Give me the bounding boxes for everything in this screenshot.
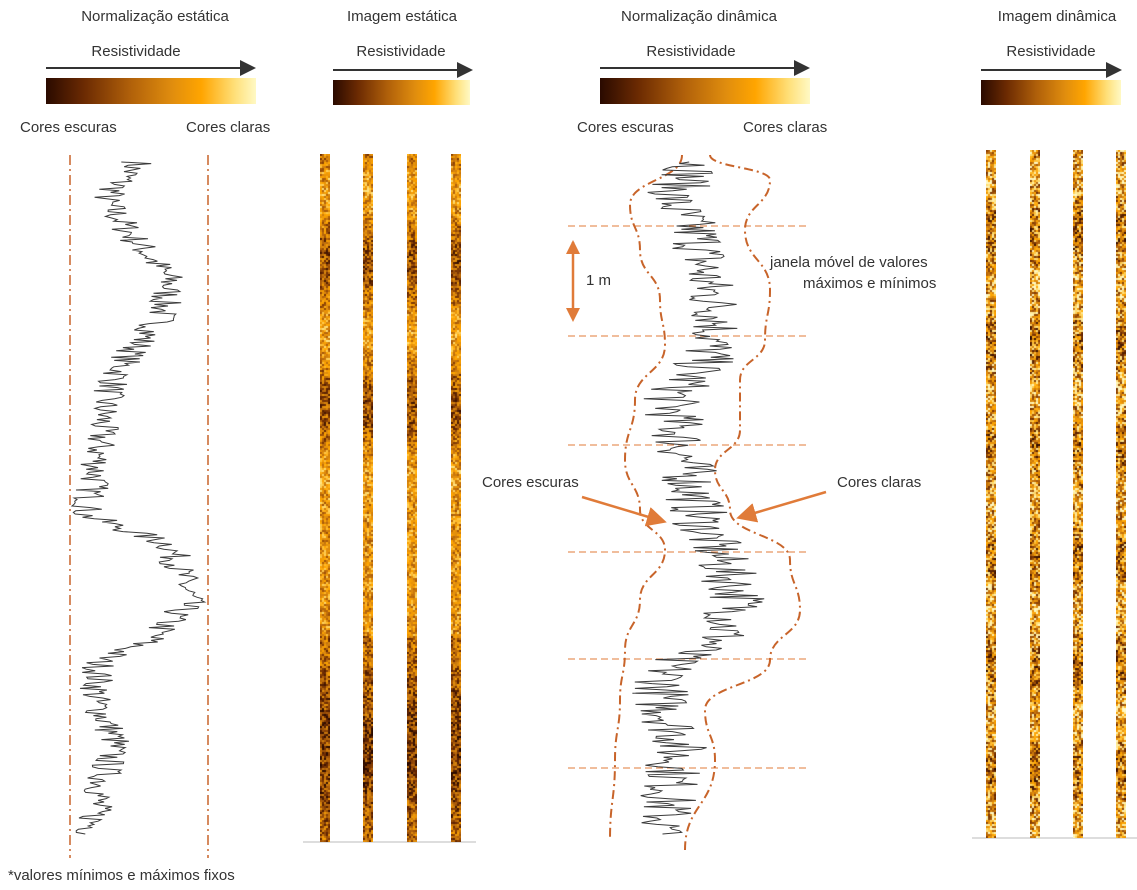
window-label-line1: janela móvel de valores	[770, 254, 928, 271]
static-image-strip-4	[451, 154, 461, 842]
static-image-title: Imagem estática	[346, 8, 458, 25]
dynamic-resistivity-curve	[632, 161, 765, 835]
scale-arrow-head-down	[566, 308, 580, 322]
dynamic-image-strip-2	[1030, 150, 1040, 838]
static-image-strip-1	[320, 154, 330, 842]
depth-window-lines	[568, 225, 808, 769]
arrow-dark-label: Cores escuras	[482, 474, 579, 491]
dynamic-norm-dark-label: Cores escuras	[577, 119, 674, 136]
static-image-axis-label: Resistividade	[356, 43, 446, 60]
static-norm-title: Normalização estática	[81, 8, 229, 25]
dynamic-norm-colorbar	[600, 78, 810, 104]
light-colors-arrow	[736, 490, 827, 523]
arrow-light-label: Cores claras	[837, 474, 922, 491]
scale-arrow-head-up	[566, 240, 580, 254]
window-label-line2: máximos e mínimos	[803, 275, 937, 292]
scale-label: 1 m	[586, 272, 612, 289]
static-norm-dark-label: Cores escuras	[20, 119, 117, 136]
dynamic-image-colorbar	[981, 80, 1121, 105]
footnote: *valores mínimos e máximos fixos	[8, 867, 235, 884]
static-norm-light-label: Cores claras	[186, 119, 271, 136]
static-image-strip-3	[407, 154, 417, 842]
dynamic-norm-axis-label: Resistividade	[646, 43, 736, 60]
static-image-strip-2	[363, 154, 373, 842]
static-norm-colorbar	[46, 78, 256, 104]
dynamic-image-strip-4	[1116, 150, 1126, 838]
moving-window-min-envelope	[609, 154, 683, 841]
dynamic-image-axis-label: Resistividade	[1006, 43, 1096, 60]
static-image-colorbar	[333, 80, 470, 105]
dark-colors-arrow	[581, 495, 667, 527]
dynamic-image-title: Imagem dinâmica	[997, 8, 1117, 25]
dynamic-norm-light-label: Cores claras	[743, 119, 828, 136]
dynamic-image-strip-3	[1073, 150, 1083, 838]
dynamic-norm-title: Normalização dinâmica	[621, 8, 777, 25]
dynamic-image-strip-1	[986, 150, 996, 838]
moving-window-max-envelope	[684, 154, 802, 851]
static-resistivity-curve	[70, 161, 207, 835]
static-norm-axis-label: Resistividade	[91, 43, 181, 60]
